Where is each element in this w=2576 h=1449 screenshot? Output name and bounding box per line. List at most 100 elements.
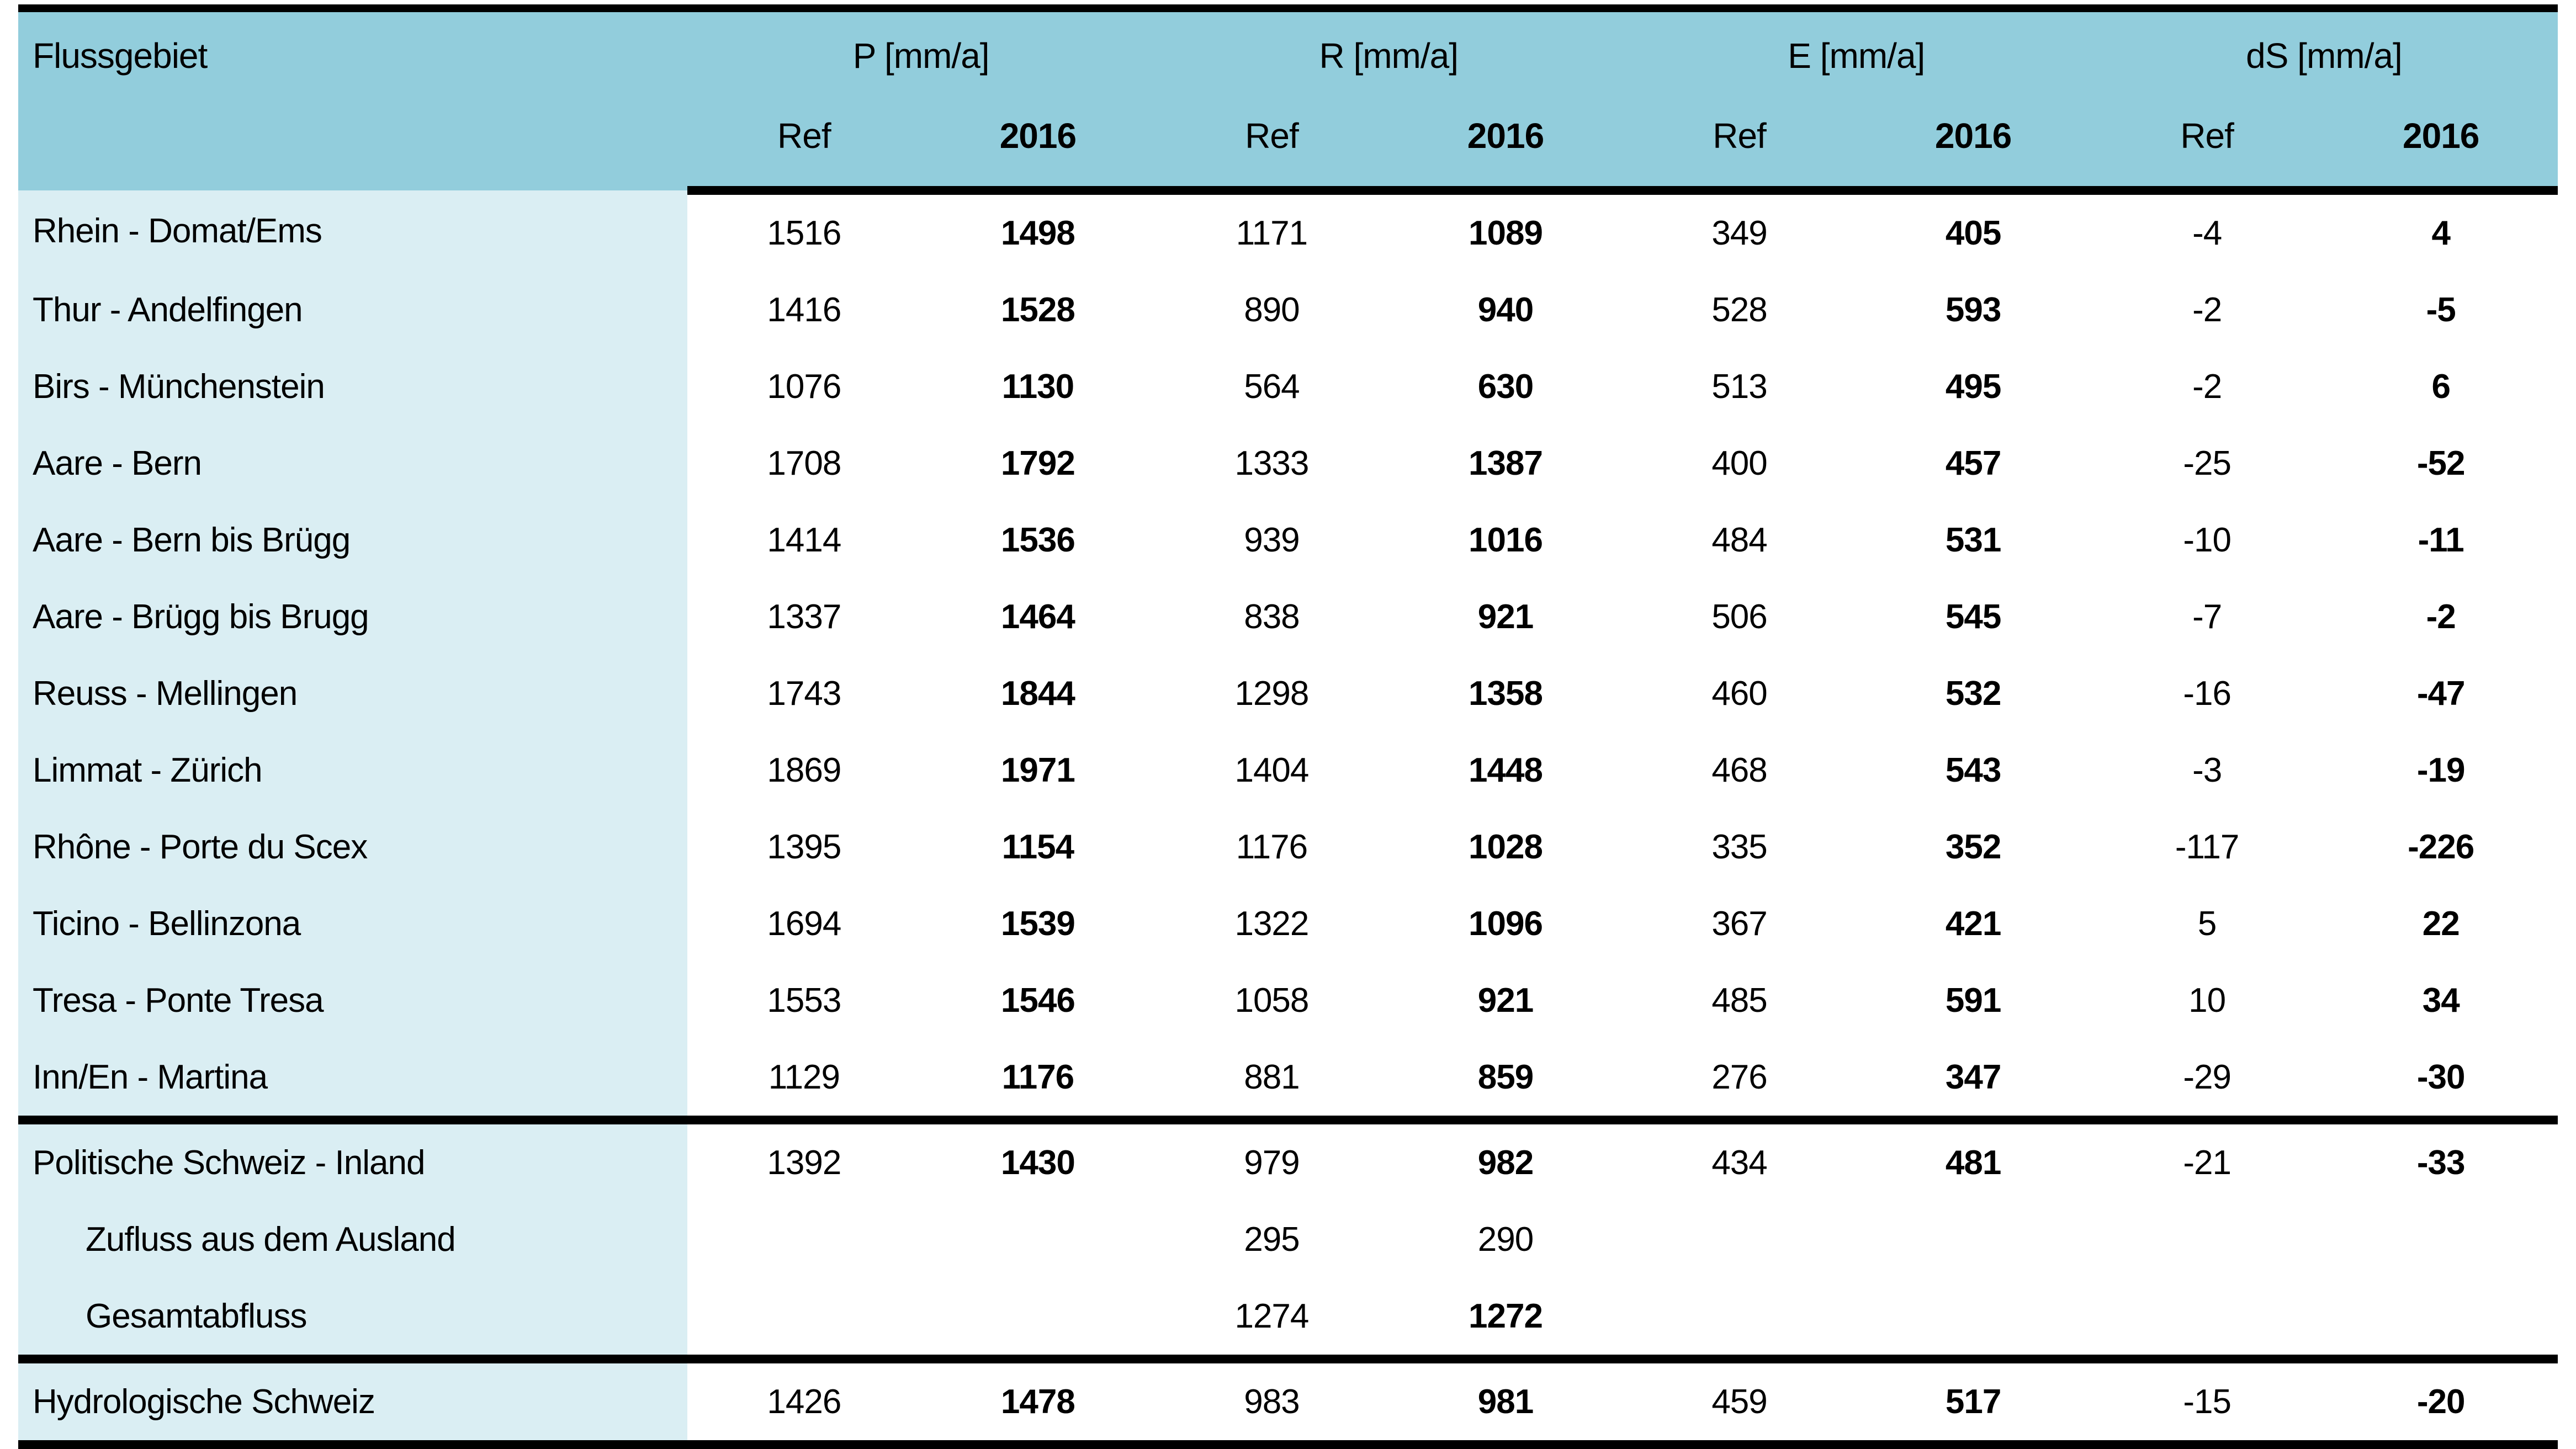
header-sub-row: Ref 2016 Ref 2016 Ref 2016 Ref 2016 (18, 110, 2558, 195)
cell-e-ref: 460 (1622, 655, 1857, 732)
row-label: Aare - Bern (18, 425, 687, 502)
cell-p-ref: 1694 (687, 885, 921, 962)
cell-ds-2016: 34 (2324, 962, 2558, 1039)
cell-p-ref: 1076 (687, 348, 921, 425)
cell-p-2016: 1176 (921, 1039, 1155, 1120)
row-label: Aare - Brügg bis Brugg (18, 578, 687, 655)
cell-ds-ref (2090, 1278, 2324, 1359)
table-row: Aare - Bern bis Brügg 1414 1536 939 1016 484 5… (18, 502, 2558, 578)
cell-e-ref (1622, 1278, 1857, 1359)
table-row: Gesamtabfluss 1274 1272 (18, 1278, 2558, 1359)
cell-e-ref: 276 (1622, 1039, 1857, 1120)
cell-p-2016: 1546 (921, 962, 1155, 1039)
cell-p-2016: 1539 (921, 885, 1155, 962)
cell-ds-ref: -16 (2090, 655, 2324, 732)
cell-ds-2016: -19 (2324, 732, 2558, 809)
cell-r-ref: 1333 (1154, 425, 1389, 502)
cell-ds-2016: -30 (2324, 1039, 2558, 1120)
row-label: Tresa - Ponte Tresa (18, 962, 687, 1039)
table-row: Politische Schweiz - Inland 1392 1430 979 98… (18, 1116, 2558, 1201)
row-label: Hydrologische Schweiz (18, 1355, 687, 1445)
cell-ds-2016 (2324, 1201, 2558, 1278)
cell-ds-2016: 22 (2324, 885, 2558, 962)
cell-e-2016: 532 (1856, 655, 2090, 732)
cell-r-ref: 1298 (1154, 655, 1389, 732)
cell-r-2016: 1358 (1388, 655, 1623, 732)
cell-ds-ref: -2 (2090, 272, 2324, 348)
cell-e-2016 (1856, 1278, 2090, 1359)
cell-r-ref: 939 (1154, 502, 1389, 578)
cell-p-ref: 1337 (687, 578, 921, 655)
cell-r-2016: 1089 (1388, 190, 1623, 272)
column-header-flussgebiet: Flussgebiet (18, 8, 687, 190)
cell-ds-2016: -2 (2324, 578, 2558, 655)
cell-r-2016: 1016 (1388, 502, 1623, 578)
cell-ds-2016 (2324, 1278, 2558, 1359)
cell-e-2016: 545 (1856, 578, 2090, 655)
cell-p-2016: 1971 (921, 732, 1155, 809)
cell-r-2016: 630 (1388, 348, 1623, 425)
cell-ds-ref (2090, 1201, 2324, 1278)
table-row: Inn/En - Martina 1129 1176 881 859 276 347 -29-… (18, 1039, 2558, 1120)
cell-e-ref (1622, 1201, 1857, 1278)
cell-p-ref: 1392 (687, 1116, 921, 1201)
cell-e-ref: 528 (1622, 272, 1857, 348)
cell-ds-ref: -29 (2090, 1039, 2324, 1120)
cell-p-2016: 1430 (921, 1116, 1155, 1201)
row-label: Limmat - Zürich (18, 732, 687, 809)
subheader-r-ref: Ref (1154, 110, 1389, 195)
cell-ds-ref: -3 (2090, 732, 2324, 809)
cell-p-2016: 1844 (921, 655, 1155, 732)
column-group-r: R [mm/a] (1154, 8, 1623, 110)
cell-p-ref: 1129 (687, 1039, 921, 1120)
subheader-r-2016: 2016 (1388, 110, 1623, 195)
cell-ds-ref: -10 (2090, 502, 2324, 578)
subheader-ds-ref: Ref (2090, 110, 2324, 195)
cell-e-2016: 543 (1856, 732, 2090, 809)
cell-p-2016 (921, 1278, 1155, 1359)
cell-e-ref: 513 (1622, 348, 1857, 425)
cell-e-2016: 347 (1856, 1039, 2090, 1120)
row-label: Ticino - Bellinzona (18, 885, 687, 962)
cell-e-ref: 434 (1622, 1116, 1857, 1201)
subheader-p-ref: Ref (687, 110, 921, 195)
cell-p-2016: 1498 (921, 190, 1155, 272)
cell-p-ref: 1516 (687, 190, 921, 272)
cell-r-2016: 921 (1388, 578, 1623, 655)
cell-e-2016: 495 (1856, 348, 2090, 425)
table-row: Rhein - Domat/Ems 1516 1498 1171 1089 349 405-… (18, 190, 2558, 272)
cell-r-2016: 1096 (1388, 885, 1623, 962)
subheader-ds-2016: 2016 (2324, 110, 2558, 195)
cell-e-2016: 421 (1856, 885, 2090, 962)
cell-p-ref: 1553 (687, 962, 921, 1039)
table-row: Thur - Andelfingen 1416 1528 890 940 528 593 -2… (18, 272, 2558, 348)
row-label: Gesamtabfluss (18, 1278, 687, 1359)
table-row: Birs - Münchenstein 1076 1130 564 630 513 495-… (18, 348, 2558, 425)
cell-p-2016: 1536 (921, 502, 1155, 578)
cell-ds-ref: -4 (2090, 190, 2324, 272)
cell-ds-2016: -5 (2324, 272, 2558, 348)
cell-ds-2016: -33 (2324, 1116, 2558, 1201)
cell-e-2016 (1856, 1201, 2090, 1278)
cell-p-2016: 1478 (921, 1355, 1155, 1445)
cell-p-2016: 1464 (921, 578, 1155, 655)
cell-r-ref: 1404 (1154, 732, 1389, 809)
column-group-ds: dS [mm/a] (2090, 8, 2558, 110)
cell-p-ref (687, 1278, 921, 1359)
table-header: Flussgebiet P [mm/a] R [mm/a] E [mm/a] d… (18, 8, 2558, 195)
cell-p-2016: 1154 (921, 809, 1155, 885)
table-row: Zufluss aus dem Ausland 295 290 (18, 1201, 2558, 1278)
table-row: Aare - Brügg bis Brugg 1337 1464 838 921 506 5… (18, 578, 2558, 655)
cell-ds-ref: -117 (2090, 809, 2324, 885)
cell-p-ref (687, 1201, 921, 1278)
cell-e-2016: 517 (1856, 1355, 2090, 1445)
cell-r-ref: 890 (1154, 272, 1389, 348)
cell-r-ref: 1274 (1154, 1278, 1389, 1359)
cell-r-2016: 859 (1388, 1039, 1623, 1120)
row-label: Thur - Andelfingen (18, 272, 687, 348)
table-row: Limmat - Zürich 1869 1971 1404 1448 468 543 -3-… (18, 732, 2558, 809)
cell-p-ref: 1743 (687, 655, 921, 732)
cell-r-ref: 1322 (1154, 885, 1389, 962)
row-label: Rhône - Porte du Scex (18, 809, 687, 885)
cell-e-ref: 367 (1622, 885, 1857, 962)
